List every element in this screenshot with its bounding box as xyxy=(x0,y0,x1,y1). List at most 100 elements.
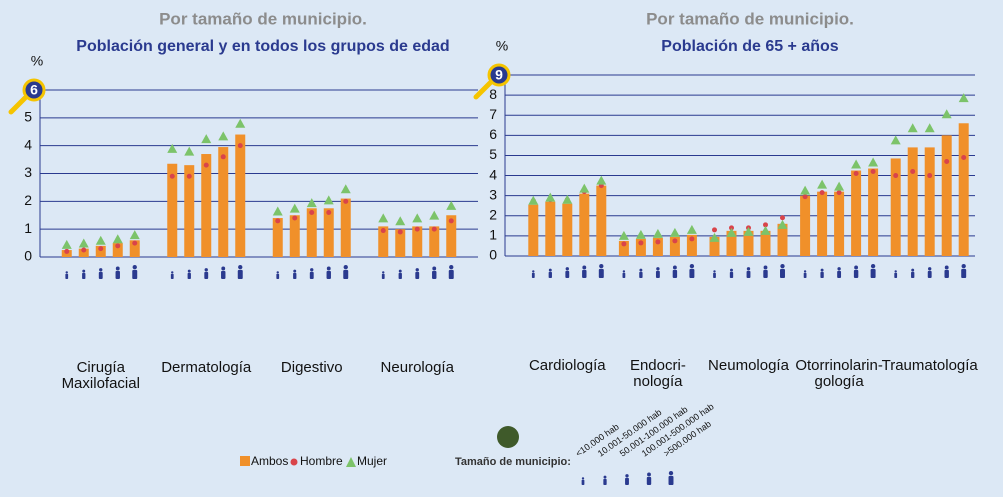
person-head xyxy=(911,269,914,272)
person-body xyxy=(188,273,191,279)
mujer-marker xyxy=(218,131,228,140)
person-body xyxy=(171,274,174,279)
person-head xyxy=(277,271,279,273)
bar xyxy=(942,135,952,256)
bar xyxy=(528,205,538,256)
person-head xyxy=(116,267,120,271)
bar xyxy=(908,147,918,256)
hombre-marker xyxy=(672,238,677,243)
figure: Por tamaño de municipio.Población genera… xyxy=(0,0,1003,497)
mujer-marker xyxy=(579,184,589,193)
mujer-marker xyxy=(942,109,952,118)
person-icon xyxy=(582,266,586,278)
y-tick-label: 6 xyxy=(30,82,38,98)
person-icon xyxy=(327,267,331,279)
person-head xyxy=(549,269,552,272)
mujer-marker xyxy=(412,213,422,222)
person-body xyxy=(532,273,535,278)
person-body xyxy=(132,270,137,279)
person-icon xyxy=(532,270,535,278)
person-body xyxy=(669,476,674,485)
person-icon xyxy=(669,471,674,485)
hombre-marker xyxy=(803,194,808,199)
mujer-marker xyxy=(834,182,844,191)
person-body xyxy=(673,270,677,278)
person-body xyxy=(689,269,694,278)
person-icon xyxy=(82,270,85,279)
person-icon xyxy=(747,267,751,278)
person-body xyxy=(837,271,841,278)
person-icon xyxy=(656,267,660,278)
person-body xyxy=(116,271,120,279)
hombre-marker xyxy=(238,143,243,148)
bar xyxy=(817,192,827,256)
person-icon xyxy=(276,271,279,279)
hombre-marker xyxy=(170,174,175,179)
hombre-marker xyxy=(638,240,643,245)
person-body xyxy=(432,271,436,279)
person-head xyxy=(399,270,402,273)
person-head xyxy=(171,271,173,273)
mujer-marker xyxy=(378,213,388,222)
category-label: Traumatología xyxy=(882,358,978,374)
person-icon xyxy=(293,270,296,279)
person-icon xyxy=(432,267,436,279)
hombre-marker xyxy=(621,241,626,246)
mujer-marker xyxy=(307,198,317,207)
person-body xyxy=(713,273,716,278)
legend-label: Hombre xyxy=(300,454,343,468)
category-label: Digestivo xyxy=(281,360,343,376)
person-icon xyxy=(944,266,948,278)
mujer-marker xyxy=(341,184,351,193)
hombre-marker xyxy=(820,190,825,195)
mujer-marker xyxy=(925,123,935,132)
person-icon xyxy=(713,270,716,278)
person-body xyxy=(582,270,586,278)
bar xyxy=(959,123,969,256)
person-body xyxy=(415,272,419,279)
hombre-marker xyxy=(398,229,403,234)
person-icon xyxy=(310,268,314,279)
category-label: Neumología xyxy=(708,358,789,374)
mujer-marker xyxy=(429,211,439,220)
hombre-marker xyxy=(910,169,915,174)
person-icon xyxy=(188,270,191,279)
person-icon xyxy=(647,473,651,485)
hombre-marker xyxy=(343,199,348,204)
person-head xyxy=(945,266,949,270)
person-icon xyxy=(582,477,585,485)
person-head xyxy=(99,268,102,271)
person-icon xyxy=(730,269,733,278)
y-tick-label: 7 xyxy=(489,106,497,122)
bar xyxy=(307,208,317,257)
person-body xyxy=(894,273,897,278)
person-head xyxy=(205,268,208,271)
person-head xyxy=(656,267,659,270)
y-tick-label: 1 xyxy=(24,220,32,236)
hombre-marker xyxy=(655,239,660,244)
person-icon xyxy=(837,267,841,278)
person-head xyxy=(432,267,436,271)
person-head xyxy=(532,270,534,272)
y-tick-label: 3 xyxy=(24,164,32,180)
person-body xyxy=(565,271,569,278)
bar xyxy=(290,215,300,257)
bar xyxy=(545,202,555,256)
y-axis-label: % xyxy=(496,38,508,54)
chart-subtitle: Población general y en todos los grupos … xyxy=(76,38,449,55)
person-icon xyxy=(549,269,552,278)
person-head xyxy=(730,269,733,272)
person-body xyxy=(928,271,932,278)
person-head xyxy=(895,270,897,272)
person-icon xyxy=(625,474,629,485)
person-head xyxy=(871,264,875,268)
y-tick-label: 4 xyxy=(24,136,32,152)
bar xyxy=(341,199,351,257)
mujer-marker xyxy=(868,157,878,166)
person-icon xyxy=(116,267,120,279)
category-label: Cardiología xyxy=(529,358,606,374)
bar xyxy=(235,135,245,257)
person-body xyxy=(625,478,629,485)
person-head xyxy=(449,265,453,269)
bar xyxy=(273,218,283,257)
